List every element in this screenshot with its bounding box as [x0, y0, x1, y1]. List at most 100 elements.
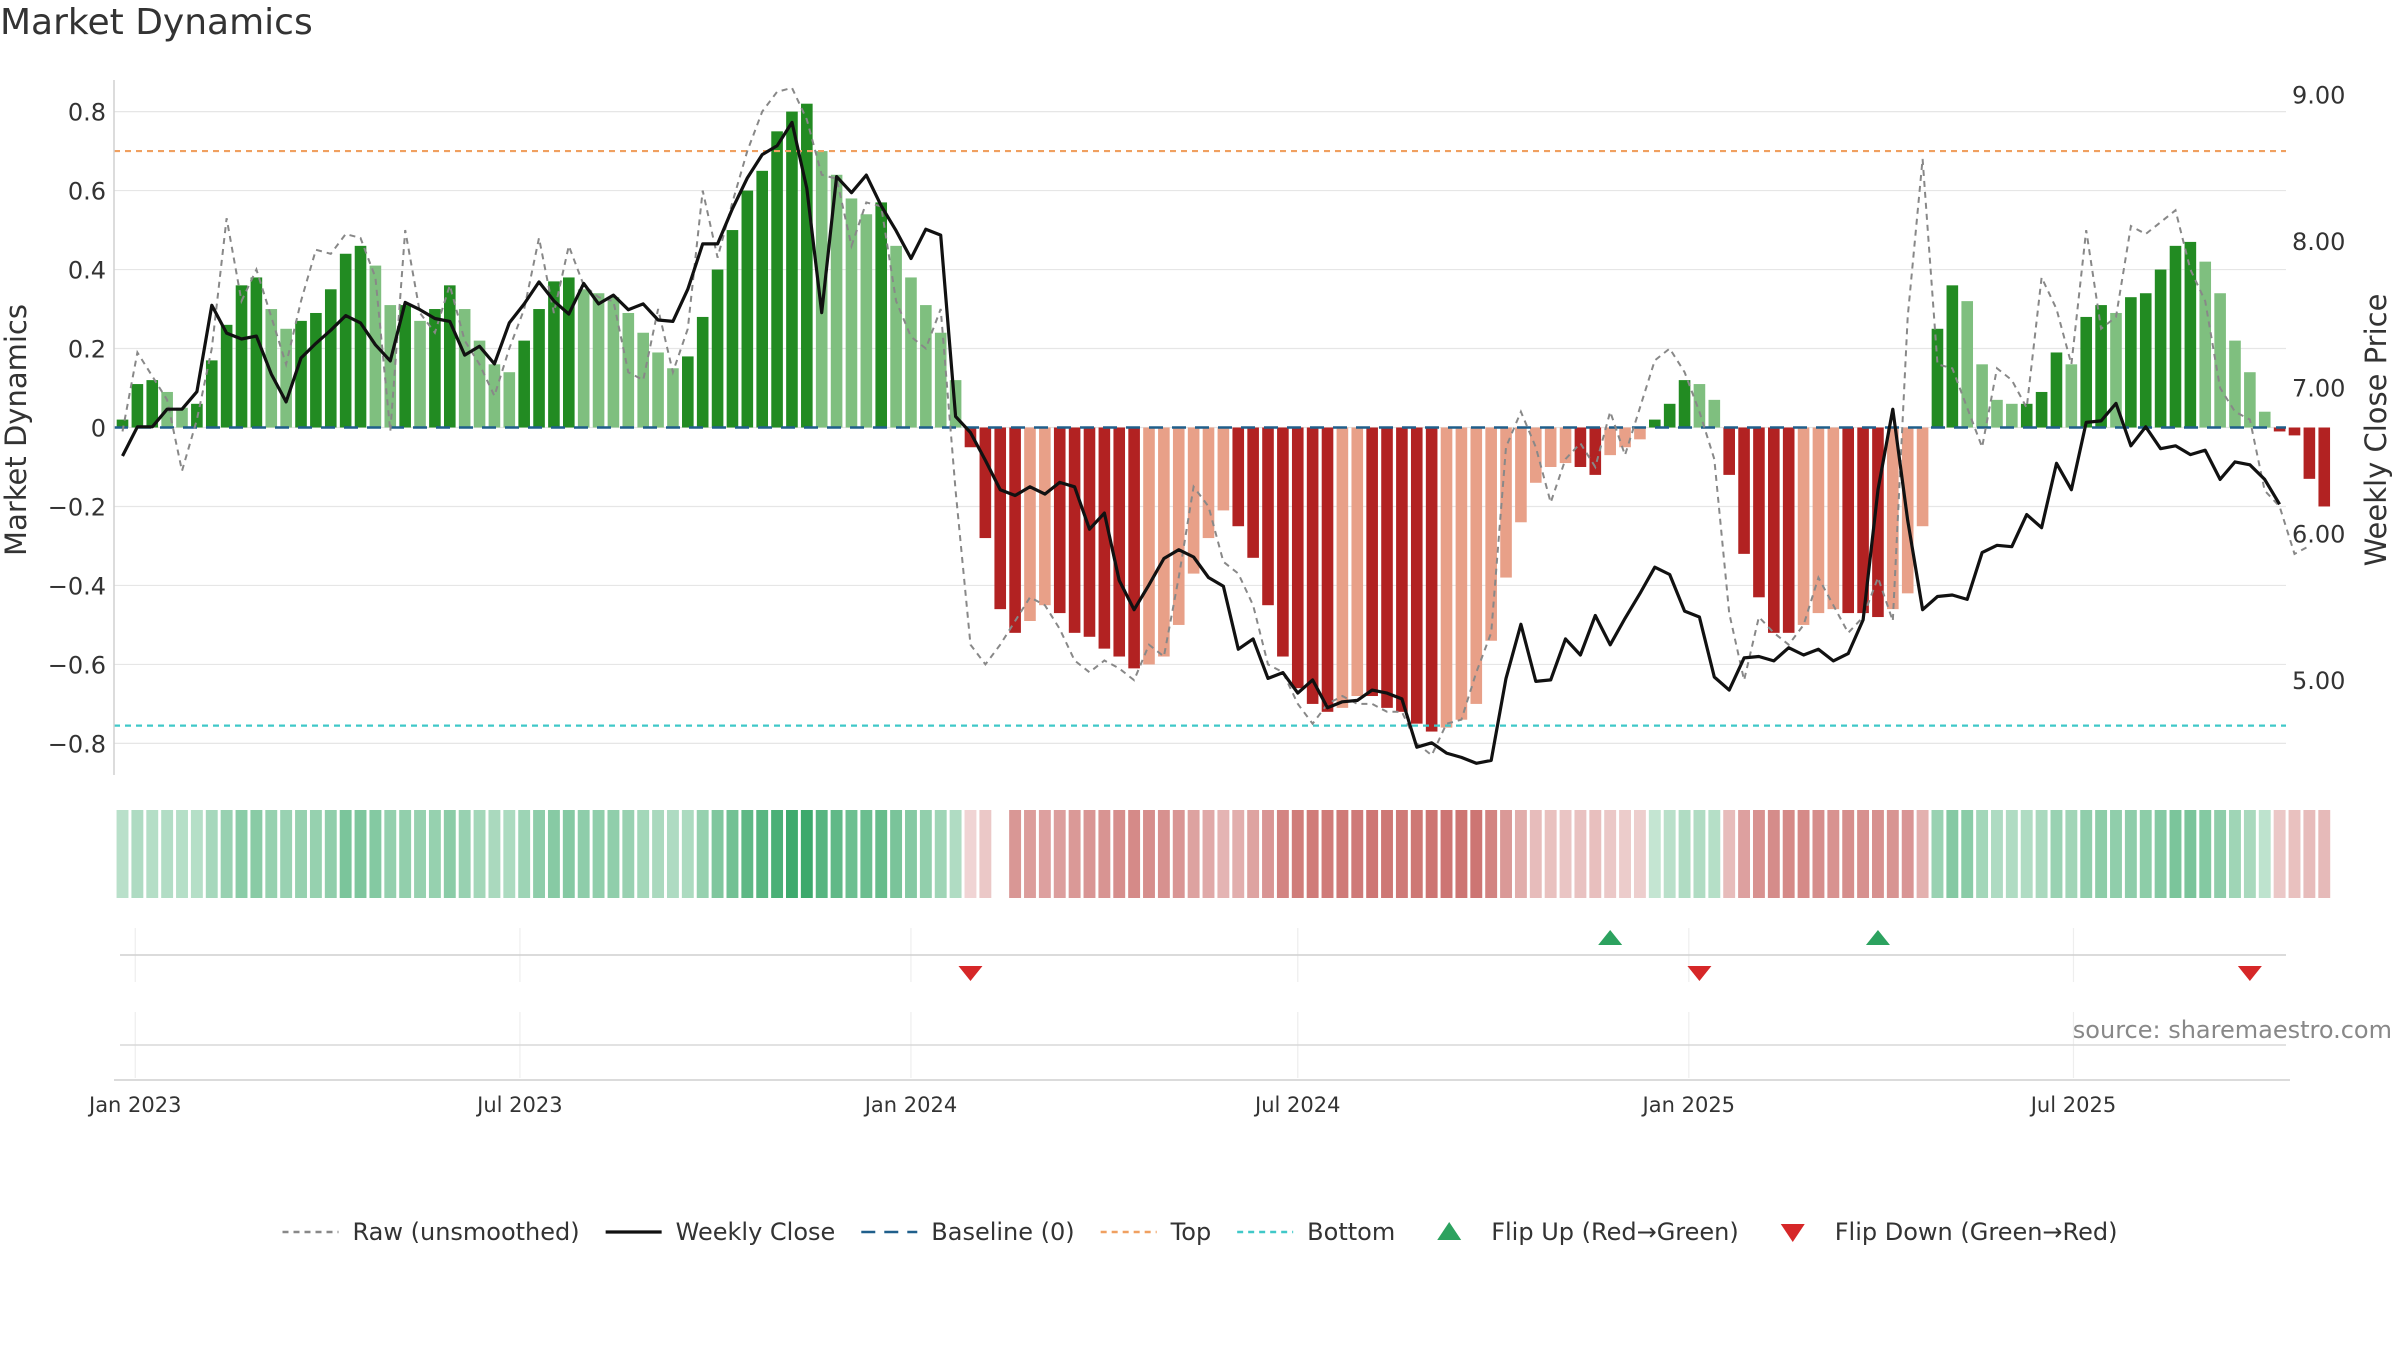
md-bar — [1068, 427, 1081, 633]
md-bar — [756, 170, 769, 428]
regime-strip-cell — [1633, 810, 1646, 898]
md-bar — [2006, 403, 2018, 428]
regime-strip-cell — [1604, 810, 1617, 898]
md-bar — [1009, 427, 1021, 633]
regime-strip-cell — [2318, 810, 2331, 898]
regime-strip-cell — [1291, 810, 1304, 898]
md-bar — [146, 380, 159, 428]
md-bar — [1678, 380, 1691, 428]
y-tick-label-left: −0.8 — [48, 730, 106, 758]
md-bar — [205, 360, 218, 428]
md-bar — [2184, 241, 2197, 428]
regime-strip-cell — [875, 810, 888, 898]
md-bar — [1187, 427, 1200, 574]
md-bar — [2125, 297, 2137, 428]
md-bar — [711, 269, 724, 428]
regime-strip-cell — [711, 810, 724, 898]
md-bar — [801, 103, 813, 428]
md-bar — [1172, 427, 1185, 625]
md-bar — [1262, 427, 1274, 606]
md-bar — [295, 320, 307, 428]
regime-strip-cell — [176, 810, 188, 898]
md-bar — [1098, 427, 1111, 649]
regime-strip-cell — [1931, 810, 1944, 898]
regime-strip-cell — [1589, 810, 1602, 898]
md-bar — [1887, 427, 1899, 610]
regime-strip-cell — [1574, 810, 1587, 898]
legend: Raw (unsmoothed) Weekly Close Baseline (0)… — [282, 1218, 2118, 1246]
md-bar — [1738, 427, 1750, 554]
md-bar — [473, 340, 486, 428]
regime-strip-cell — [1321, 810, 1334, 898]
y-tick-label-left: 0 — [91, 415, 106, 443]
y-axis-label-right: Weekly Close Price — [2359, 294, 2393, 567]
legend-swatch — [1780, 1224, 1805, 1242]
md-bar — [1515, 427, 1527, 523]
regime-strip-cell — [890, 810, 903, 898]
raw-line — [121, 86, 2310, 757]
md-bar — [2154, 269, 2167, 428]
md-bar — [1083, 427, 1096, 637]
legend-label: Flip Down (Green→Red) — [1835, 1218, 2118, 1246]
regime-strip-cell — [2020, 810, 2033, 898]
md-bar — [2095, 305, 2107, 428]
md-bar — [2050, 352, 2063, 428]
md-bar — [563, 277, 575, 428]
regime-strip-cell — [741, 810, 754, 898]
regime-strip-cell — [756, 810, 769, 898]
md-bar — [2214, 293, 2226, 428]
md-bar — [250, 277, 263, 428]
y-tick-label-left: 0.6 — [68, 178, 106, 206]
md-bar — [1991, 399, 2003, 428]
regime-strip-cell — [2273, 810, 2286, 898]
md-bar — [2080, 316, 2093, 428]
x-tick-label: Jan 2023 — [87, 1093, 182, 1117]
md-bar — [1768, 427, 1780, 633]
y-tick-label-left: −0.4 — [48, 572, 106, 600]
md-bar — [458, 309, 471, 428]
md-bar — [503, 372, 516, 428]
md-bar — [637, 332, 649, 428]
chart-title: Market Dynamics — [0, 2, 313, 43]
regime-strip-cell — [1678, 810, 1691, 898]
md-bar — [1291, 427, 1304, 689]
md-bar — [1649, 419, 1661, 428]
md-bar — [429, 309, 441, 428]
md-bar — [1351, 427, 1364, 697]
legend-label: Bottom — [1307, 1218, 1395, 1246]
regime-strip-cell — [2050, 810, 2063, 898]
regime-strip-cell — [1247, 810, 1260, 898]
regime-strip-cell — [607, 810, 620, 898]
y-tick-label-left: 0.4 — [68, 257, 106, 285]
regime-strip-cell — [786, 810, 798, 898]
regime-strip-cell — [354, 810, 367, 898]
md-bar — [905, 277, 917, 428]
md-bar — [1842, 427, 1855, 614]
md-bar — [845, 198, 858, 428]
regime-strip-cell — [1351, 810, 1364, 898]
regime-strip-cell — [681, 810, 694, 898]
regime-strip-cell — [1901, 810, 1914, 898]
md-bar — [1589, 427, 1602, 475]
y-tick-label-right: 9.00 — [2292, 82, 2345, 110]
legend-swatch — [1437, 1222, 1462, 1240]
regime-strip-cell — [2199, 810, 2212, 898]
regime-strip-cell — [622, 810, 635, 898]
md-bar — [920, 305, 932, 428]
regime-strip-cell — [2169, 810, 2182, 898]
regime-strip-cell — [235, 810, 248, 898]
md-bar — [176, 407, 188, 428]
regime-strip-cell — [637, 810, 650, 898]
regime-strip-cell — [562, 810, 575, 898]
regime-strip-cell — [1395, 810, 1408, 898]
md-bar — [934, 332, 947, 428]
md-bar — [1529, 427, 1542, 483]
legend-label: Baseline (0) — [931, 1218, 1074, 1246]
md-bar — [1708, 399, 1721, 428]
md-bar — [1128, 427, 1140, 669]
regime-strip-cell — [2184, 810, 2197, 898]
x-tick-label: Jul 2024 — [1253, 1093, 1340, 1117]
regime-strip-cell — [1782, 810, 1795, 898]
md-bar — [1143, 427, 1155, 665]
regime-strip-cell — [1485, 810, 1498, 898]
